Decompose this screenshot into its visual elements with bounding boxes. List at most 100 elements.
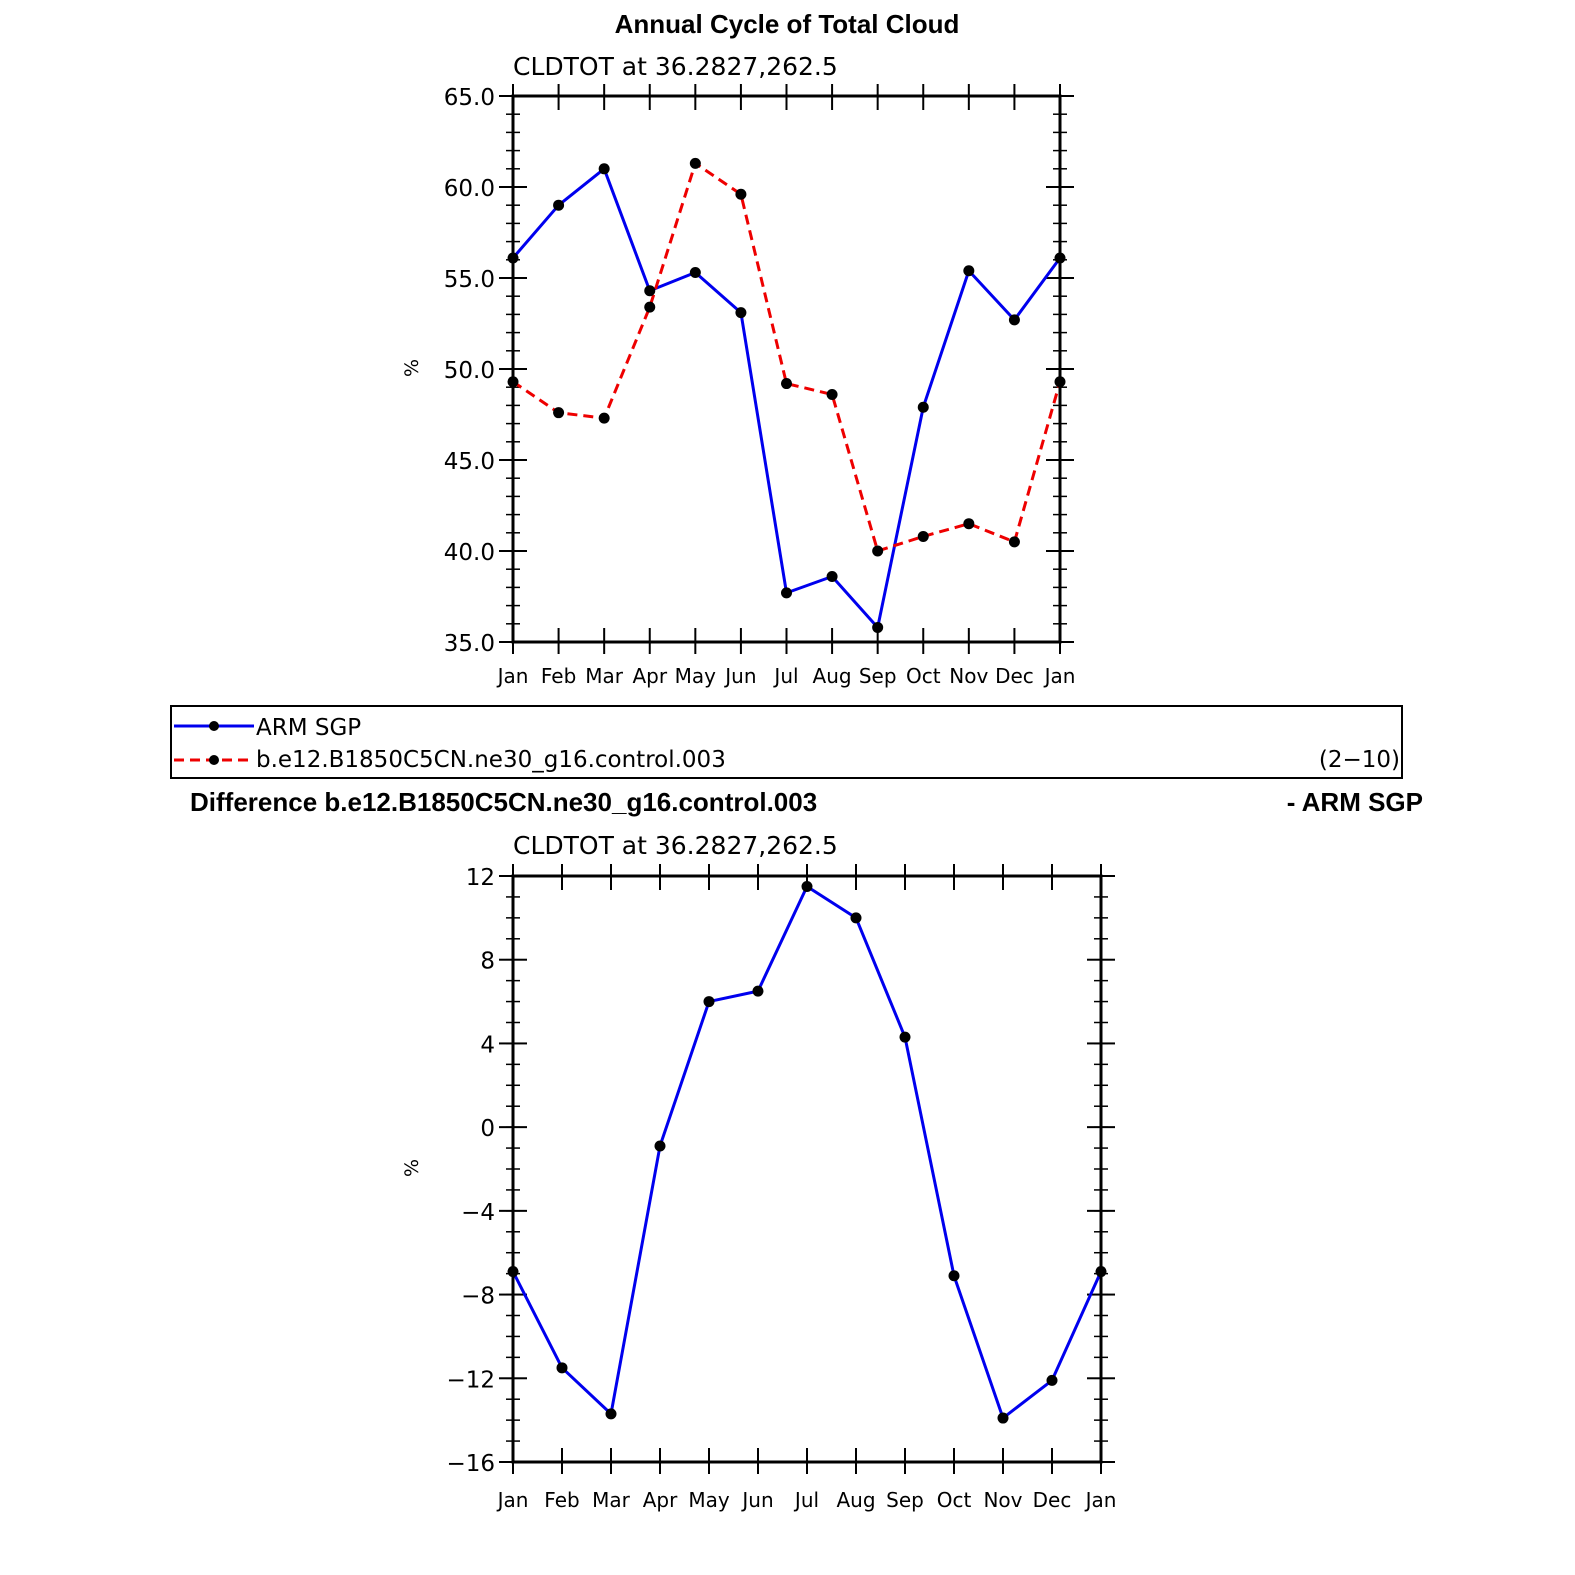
x-tick-label: May [688, 1488, 730, 1512]
top-series-line-0 [511, 167, 1062, 629]
top-series-1-point [1008, 536, 1020, 548]
x-tick-label: May [675, 664, 717, 688]
bottom-series-group [507, 880, 1107, 1424]
bottom-series-0-point [556, 1362, 568, 1374]
bottom-axis-ticks [499, 864, 1115, 1474]
top-series-0-point [826, 570, 838, 582]
y-tick-label: 35.0 [444, 631, 495, 657]
x-tick-label: Nov [983, 1488, 1022, 1512]
y-tick-label: 45.0 [444, 449, 495, 475]
bottom-y-axis-label: % [401, 1159, 423, 1177]
bottom-series-0-point [703, 996, 715, 1008]
top-series-0-point [689, 267, 701, 279]
bottom-plot-frame [511, 874, 1103, 1464]
x-tick-label: Jan [1043, 664, 1076, 688]
top-axis-ticks [499, 84, 1074, 654]
x-tick-label: Mar [592, 1488, 631, 1512]
bottom-x-tick-labels: Jan Feb Mar Apr May Jun Jul Aug Sep Oct Nov Dec Jan [496, 1488, 1117, 1512]
legend-box [170, 705, 1403, 779]
x-tick-label: Jun [723, 664, 756, 688]
bottom-chart-title-right: - ARM SGP [1287, 787, 1423, 817]
bottom-panel: Difference b.e12.B1850C5CN.ne30_g16.cont… [190, 787, 1423, 1512]
top-panel: Annual Cycle of Total Cloud CLDTOT at 36… [401, 9, 1075, 688]
bottom-series-0-point [752, 985, 764, 997]
bottom-series-0-point [850, 912, 862, 924]
y-tick-label: −8 [461, 1284, 495, 1310]
top-series-1-point [735, 188, 747, 200]
legend-marker-model [209, 755, 219, 765]
y-tick-label: 50.0 [444, 358, 495, 384]
top-series-1-point [917, 530, 929, 542]
top-x-tick-labels: Jan Feb Mar Apr May Jun Jul Aug Sep Oct Nov Dec Jan [496, 664, 1076, 688]
top-series-group [507, 157, 1066, 633]
top-series-1-point [553, 407, 565, 419]
top-series-0-point [963, 265, 975, 277]
y-tick-label: 65.0 [444, 85, 495, 111]
bottom-series-0-point [1046, 1374, 1058, 1386]
top-series-1-point [689, 157, 701, 169]
top-series-1-point [598, 412, 610, 424]
top-series-0-point [781, 587, 792, 599]
x-tick-label: Mar [585, 664, 624, 688]
x-tick-label: Jul [772, 664, 798, 688]
top-series-1-point [644, 301, 656, 313]
bottom-series-0-point [899, 1031, 911, 1043]
bottom-series-0-point [654, 1140, 666, 1152]
top-series-0-point [735, 307, 747, 319]
top-chart-title: Annual Cycle of Total Cloud [615, 9, 960, 39]
y-tick-label: 40.0 [444, 540, 495, 566]
y-tick-label: 60.0 [444, 176, 495, 202]
top-chart-subtitle: CLDTOT at 36.2827,262.5 [513, 52, 838, 81]
legend-marker-obs [209, 721, 219, 731]
legend-years-note: (2−10) [1319, 747, 1400, 773]
x-tick-label: Oct [906, 664, 941, 688]
x-tick-label: Apr [632, 664, 667, 688]
bottom-series-0-point [948, 1270, 960, 1282]
y-tick-label: 8 [480, 949, 495, 975]
top-series-1-point [826, 388, 838, 400]
x-tick-label: Jan [1084, 1488, 1117, 1512]
x-tick-label: Feb [541, 664, 576, 688]
top-y-axis-label: % [401, 359, 423, 377]
x-tick-label: Jan [496, 1488, 529, 1512]
bottom-chart-subtitle: CLDTOT at 36.2827,262.5 [513, 831, 838, 860]
x-tick-label: Oct [937, 1488, 972, 1512]
top-series-0-point [553, 199, 565, 211]
x-tick-label: Dec [995, 664, 1034, 688]
x-tick-label: Dec [1033, 1488, 1072, 1512]
top-series-0-point [644, 285, 656, 297]
x-tick-label: Jan [496, 664, 529, 688]
y-tick-label: 55.0 [444, 267, 495, 293]
y-tick-label: −4 [461, 1200, 495, 1226]
x-tick-label: Aug [813, 664, 852, 688]
y-tick-label: 4 [480, 1032, 495, 1058]
legend-label-model: b.e12.B1850C5CN.ne30_g16.control.003 [256, 747, 726, 773]
y-tick-label: 0 [480, 1116, 495, 1142]
x-tick-label: Sep [886, 1488, 924, 1512]
bottom-y-tick-labels: −16 −12 −8 −4 0 4 8 12 [446, 865, 495, 1477]
x-tick-label: Jul [793, 1488, 819, 1512]
bottom-series-0-point [997, 1412, 1009, 1424]
legend-label-obs: ARM SGP [256, 715, 361, 741]
bottom-chart-title-left: Difference b.e12.B1850C5CN.ne30_g16.cont… [190, 787, 817, 817]
x-tick-label: Nov [949, 664, 988, 688]
bottom-series-line-0 [511, 884, 1103, 1420]
x-tick-label: Feb [544, 1488, 579, 1512]
top-series-1-point [781, 378, 792, 390]
legend: ARM SGP b.e12.B1850C5CN.ne30_g16.control… [170, 705, 1403, 779]
top-series-1-point [963, 518, 975, 530]
top-series-0-point [872, 621, 884, 633]
x-tick-label: Apr [643, 1488, 678, 1512]
bottom-series-0-point [801, 880, 813, 892]
top-y-tick-labels: 35.0 40.0 45.0 50.0 55.0 60.0 65.0 [444, 85, 495, 657]
x-tick-label: Jun [740, 1488, 773, 1512]
top-series-line-1 [512, 161, 1062, 553]
y-tick-label: 12 [466, 865, 495, 891]
y-tick-label: −12 [446, 1367, 495, 1393]
x-tick-label: Aug [836, 1488, 875, 1512]
bottom-series-0-point [605, 1408, 617, 1420]
top-series-0-point [917, 401, 929, 413]
top-series-0-point [598, 163, 610, 175]
y-tick-label: −16 [446, 1451, 495, 1477]
